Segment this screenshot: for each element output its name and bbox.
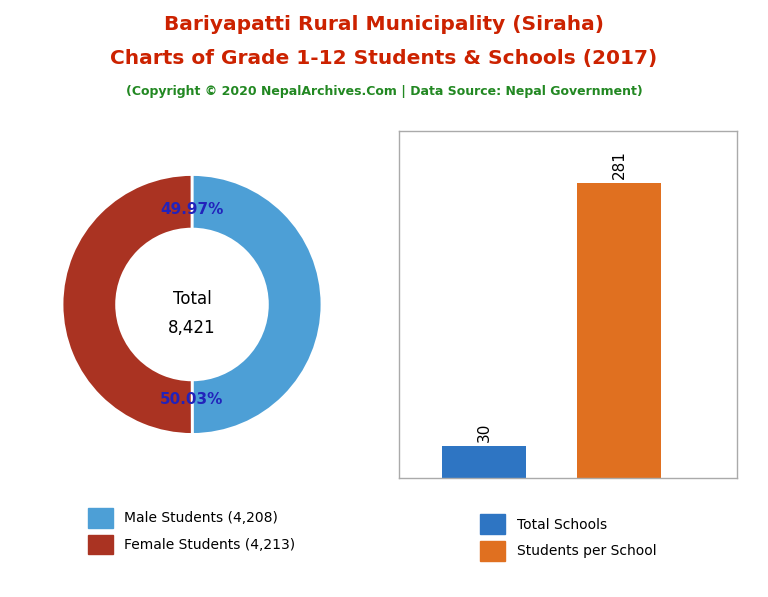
Bar	[577, 183, 661, 478]
Wedge shape	[192, 174, 322, 435]
Legend: Male Students (4,208), Female Students (4,213): Male Students (4,208), Female Students (…	[81, 501, 303, 561]
Text: (Copyright © 2020 NepalArchives.Com | Data Source: Nepal Government): (Copyright © 2020 NepalArchives.Com | Da…	[126, 85, 642, 98]
Text: 50.03%: 50.03%	[161, 392, 223, 407]
Text: 30: 30	[476, 423, 492, 442]
Text: 281: 281	[611, 150, 627, 179]
Text: 8,421: 8,421	[168, 319, 216, 337]
Legend: Total Schools, Students per School: Total Schools, Students per School	[474, 507, 663, 568]
Text: Bariyapatti Rural Municipality (Siraha): Bariyapatti Rural Municipality (Siraha)	[164, 15, 604, 34]
Text: Total: Total	[173, 290, 211, 308]
Bar	[442, 446, 526, 478]
Wedge shape	[62, 174, 192, 435]
Text: 49.97%: 49.97%	[161, 202, 223, 217]
Text: Charts of Grade 1-12 Students & Schools (2017): Charts of Grade 1-12 Students & Schools …	[111, 49, 657, 68]
